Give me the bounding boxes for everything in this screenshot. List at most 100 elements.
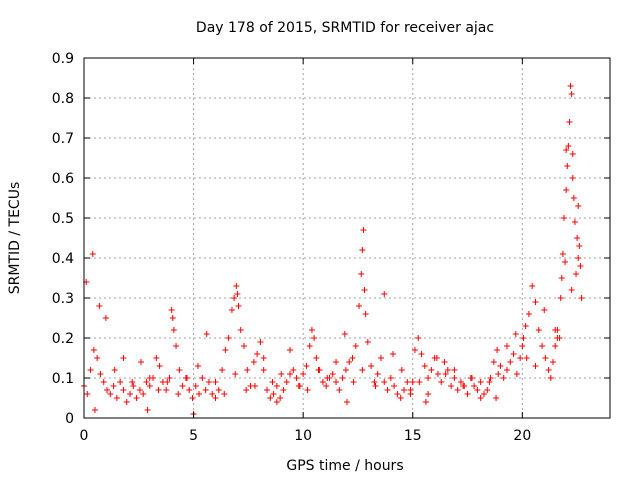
data-point bbox=[270, 391, 277, 397]
data-point bbox=[500, 375, 507, 381]
data-point bbox=[339, 375, 346, 381]
y-tick-label: 0.5 bbox=[52, 211, 74, 227]
data-point bbox=[468, 375, 475, 381]
data-point bbox=[359, 247, 366, 253]
data-point bbox=[575, 255, 582, 261]
data-point bbox=[196, 391, 203, 397]
data-point bbox=[127, 391, 134, 397]
data-point bbox=[144, 407, 151, 413]
data-point bbox=[136, 387, 143, 393]
y-tick-label: 0.1 bbox=[52, 371, 74, 387]
data-point bbox=[212, 395, 219, 401]
data-point bbox=[577, 263, 584, 269]
data-point bbox=[394, 391, 401, 397]
data-point bbox=[391, 383, 398, 389]
data-point bbox=[100, 379, 107, 385]
data-point bbox=[283, 379, 290, 385]
data-point bbox=[362, 311, 369, 317]
data-point bbox=[428, 367, 435, 373]
data-point bbox=[387, 375, 394, 381]
y-tick-label: 0.7 bbox=[52, 131, 74, 147]
data-point bbox=[153, 355, 160, 361]
data-point bbox=[371, 379, 378, 385]
data-point bbox=[235, 303, 242, 309]
data-point bbox=[287, 371, 294, 377]
data-point bbox=[203, 331, 210, 337]
data-point bbox=[120, 355, 127, 361]
data-point bbox=[234, 291, 241, 297]
data-point bbox=[564, 163, 571, 169]
data-point bbox=[133, 395, 140, 401]
data-point bbox=[102, 315, 109, 321]
data-point bbox=[267, 395, 274, 401]
data-point bbox=[166, 375, 173, 381]
data-point bbox=[547, 375, 554, 381]
data-point bbox=[264, 387, 271, 393]
x-tick-labels: 0 5 10 15 20 bbox=[80, 428, 532, 444]
data-point bbox=[117, 379, 124, 385]
data-point bbox=[477, 395, 484, 401]
data-point bbox=[507, 359, 514, 365]
data-point bbox=[448, 383, 455, 389]
data-point bbox=[90, 347, 97, 353]
data-point bbox=[313, 355, 320, 361]
data-point bbox=[574, 235, 581, 241]
data-point bbox=[123, 399, 130, 405]
data-point bbox=[243, 387, 250, 393]
data-point bbox=[416, 379, 423, 385]
data-point bbox=[104, 387, 111, 393]
data-point bbox=[418, 351, 425, 357]
data-point bbox=[250, 359, 257, 365]
data-point bbox=[400, 387, 407, 393]
data-point bbox=[184, 375, 191, 381]
data-point bbox=[231, 295, 238, 301]
data-point bbox=[240, 343, 247, 349]
data-point bbox=[350, 379, 357, 385]
data-point bbox=[368, 363, 375, 369]
data-point bbox=[319, 379, 326, 385]
data-point bbox=[421, 363, 428, 369]
data-point bbox=[155, 387, 162, 393]
data-point bbox=[397, 395, 404, 401]
data-point bbox=[569, 175, 576, 181]
data-point bbox=[199, 375, 206, 381]
data-point bbox=[480, 391, 487, 397]
data-point bbox=[97, 371, 104, 377]
x-tick-label: 20 bbox=[513, 428, 531, 444]
data-point bbox=[562, 259, 569, 265]
data-point bbox=[493, 395, 500, 401]
data-point bbox=[372, 383, 379, 389]
data-point bbox=[390, 351, 397, 357]
data-point bbox=[571, 219, 578, 225]
data-point bbox=[212, 379, 219, 385]
data-point bbox=[550, 359, 557, 365]
data-point bbox=[486, 379, 493, 385]
data-point bbox=[273, 383, 280, 389]
data-point bbox=[295, 383, 302, 389]
data-point bbox=[315, 367, 322, 373]
data-point bbox=[381, 379, 388, 385]
data-point bbox=[146, 383, 153, 389]
data-point bbox=[336, 387, 343, 393]
data-point bbox=[539, 343, 546, 349]
data-point bbox=[381, 291, 388, 297]
data-point bbox=[425, 375, 432, 381]
data-point bbox=[559, 251, 566, 257]
data-point bbox=[308, 327, 315, 333]
data-point bbox=[228, 307, 235, 313]
y-tick-label: 0.6 bbox=[52, 171, 74, 187]
data-point bbox=[407, 387, 414, 393]
data-point bbox=[425, 391, 432, 397]
data-point bbox=[560, 215, 567, 221]
data-point bbox=[84, 391, 91, 397]
data-point bbox=[164, 379, 171, 385]
axis-ticks bbox=[83, 57, 610, 419]
data-point bbox=[89, 251, 96, 257]
data-point bbox=[503, 343, 510, 349]
data-point bbox=[454, 387, 461, 393]
data-point bbox=[487, 375, 494, 381]
grid-lines bbox=[84, 58, 610, 418]
data-point bbox=[460, 383, 467, 389]
data-point bbox=[529, 283, 536, 289]
x-axis-label: GPS time / hours bbox=[286, 458, 403, 474]
